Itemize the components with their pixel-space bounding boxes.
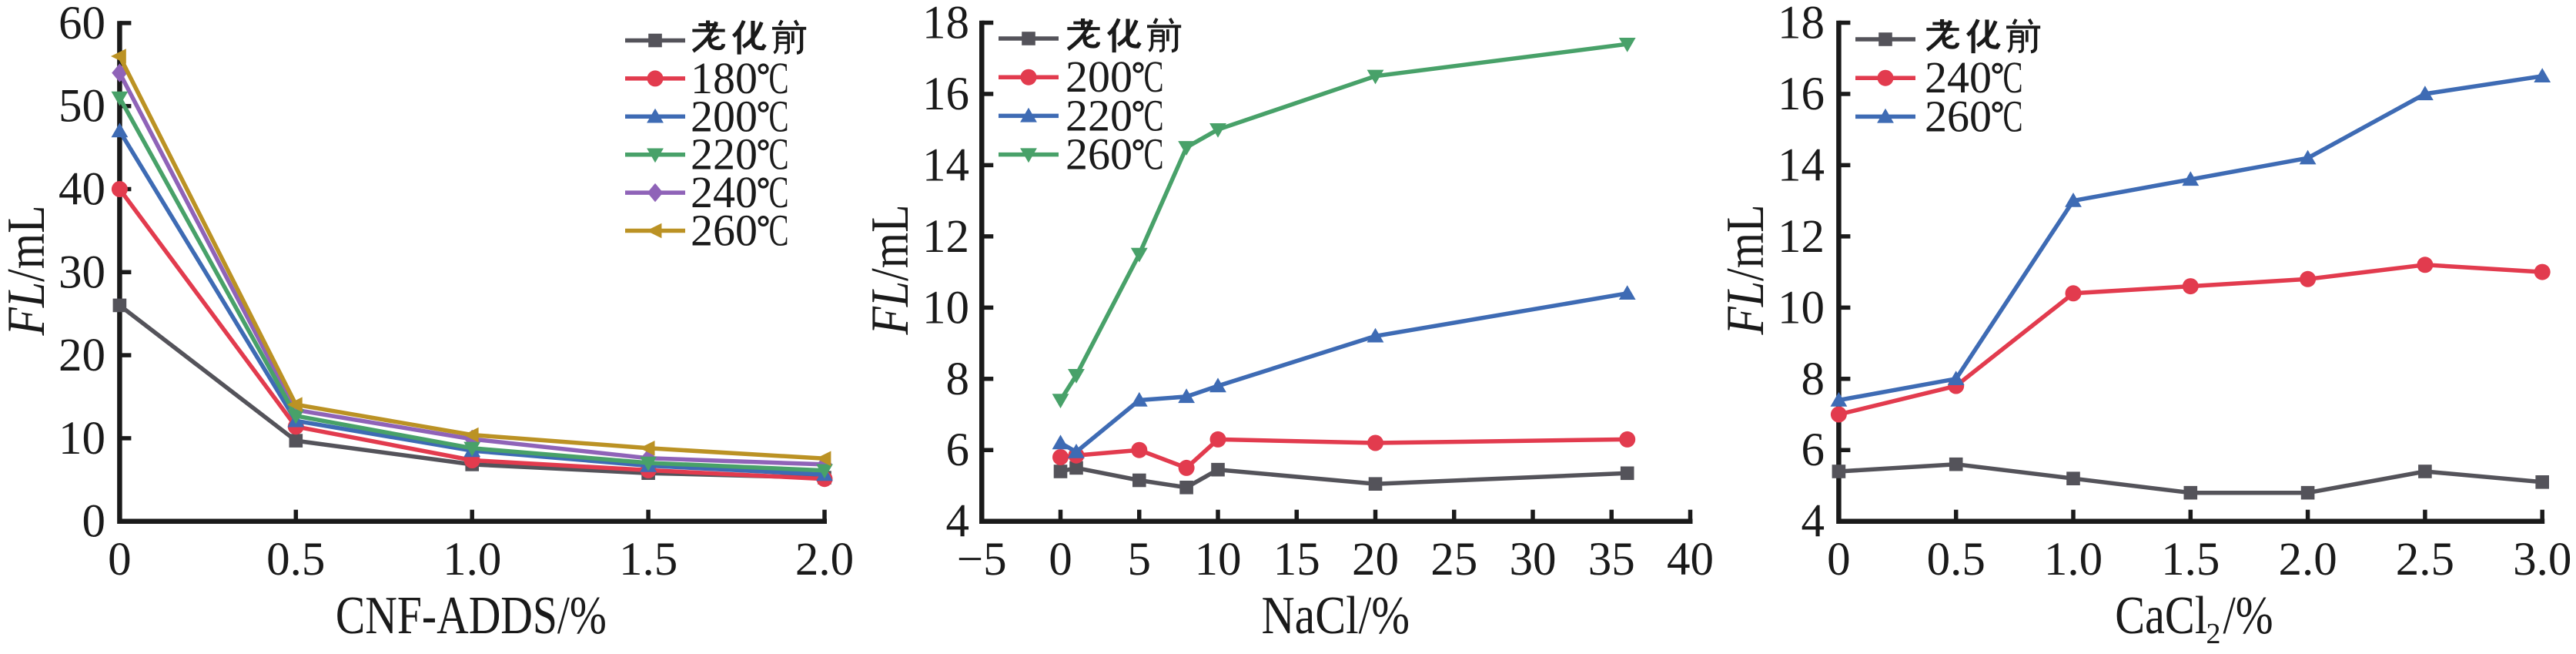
svg-text:C: C [2003,91,2023,141]
svg-text:10: 10 [1195,534,1242,585]
svg-text:8: 8 [1802,354,1825,405]
svg-text:FL/mL: FL/mL [0,206,56,337]
svg-text:10: 10 [922,282,969,334]
svg-text:4: 4 [1802,496,1825,548]
svg-text:0.5: 0.5 [266,534,325,585]
svg-text:260: 260 [691,206,758,256]
svg-text:−5: −5 [957,534,1007,585]
svg-text:25: 25 [1430,534,1477,585]
svg-text:14: 14 [1778,139,1825,191]
svg-text:/%: /% [2223,586,2273,646]
svg-text:1.5: 1.5 [619,534,677,585]
svg-text:30: 30 [1510,534,1557,585]
svg-text:6: 6 [946,424,970,476]
svg-text:0: 0 [108,534,132,585]
svg-text:C: C [769,91,789,141]
svg-text:C: C [1144,90,1164,140]
svg-text:FL/mL: FL/mL [1716,205,1775,336]
svg-text:60: 60 [59,0,105,49]
svg-text:C: C [769,53,789,103]
svg-text:C: C [2003,52,2023,102]
svg-text:2.0: 2.0 [2278,534,2337,585]
svg-text:40: 40 [1667,534,1714,585]
svg-text:10: 10 [1778,282,1825,334]
svg-text:18: 18 [1778,0,1825,49]
svg-text:18: 18 [922,0,969,49]
svg-text:C: C [1144,129,1164,179]
svg-text:0: 0 [82,496,106,548]
svg-text:0.5: 0.5 [1927,534,1986,585]
svg-text:200: 200 [1066,52,1132,102]
svg-text:220: 220 [691,129,758,179]
svg-text:2.0: 2.0 [795,534,854,585]
svg-text:2: 2 [2206,618,2221,650]
svg-text:35: 35 [1588,534,1635,585]
svg-text:FL/mL: FL/mL [861,205,920,336]
svg-text:CaCl: CaCl [2115,586,2207,646]
svg-text:220: 220 [1066,90,1132,140]
svg-text:240: 240 [691,167,758,217]
svg-text:40: 40 [59,164,105,216]
svg-text:0: 0 [1049,534,1072,585]
svg-text:200: 200 [691,91,758,141]
svg-text:1.0: 1.0 [443,534,501,585]
svg-text:240: 240 [1925,52,1992,102]
svg-text:4: 4 [946,496,970,548]
svg-text:6: 6 [1802,424,1825,476]
svg-text:20: 20 [1352,534,1399,585]
svg-text:C: C [1144,52,1164,102]
svg-text:C: C [769,206,789,256]
svg-text:10: 10 [59,413,105,465]
svg-text:12: 12 [922,211,969,263]
svg-text:1.5: 1.5 [2161,534,2220,585]
svg-text:260: 260 [1066,129,1132,179]
svg-text:C: C [769,129,789,179]
svg-text:14: 14 [922,139,969,191]
svg-text:1.0: 1.0 [2044,534,2103,585]
svg-text:C: C [769,167,789,217]
svg-text:2.5: 2.5 [2396,534,2454,585]
svg-text:260: 260 [1925,91,1992,141]
svg-text:NaCl/%: NaCl/% [1262,586,1410,646]
svg-text:12: 12 [1778,211,1825,263]
svg-text:16: 16 [922,69,969,120]
svg-text:3.0: 3.0 [2513,534,2571,585]
svg-text:20: 20 [59,330,105,381]
svg-text:15: 15 [1273,534,1320,585]
svg-text:5: 5 [1128,534,1152,585]
svg-text:CNF-ADDS/%: CNF-ADDS/% [336,586,607,646]
svg-text:16: 16 [1778,69,1825,120]
svg-text:50: 50 [59,81,105,132]
svg-text:8: 8 [946,354,970,405]
svg-text:180: 180 [691,53,758,103]
svg-text:30: 30 [59,247,105,298]
svg-text:0: 0 [1827,534,1851,585]
